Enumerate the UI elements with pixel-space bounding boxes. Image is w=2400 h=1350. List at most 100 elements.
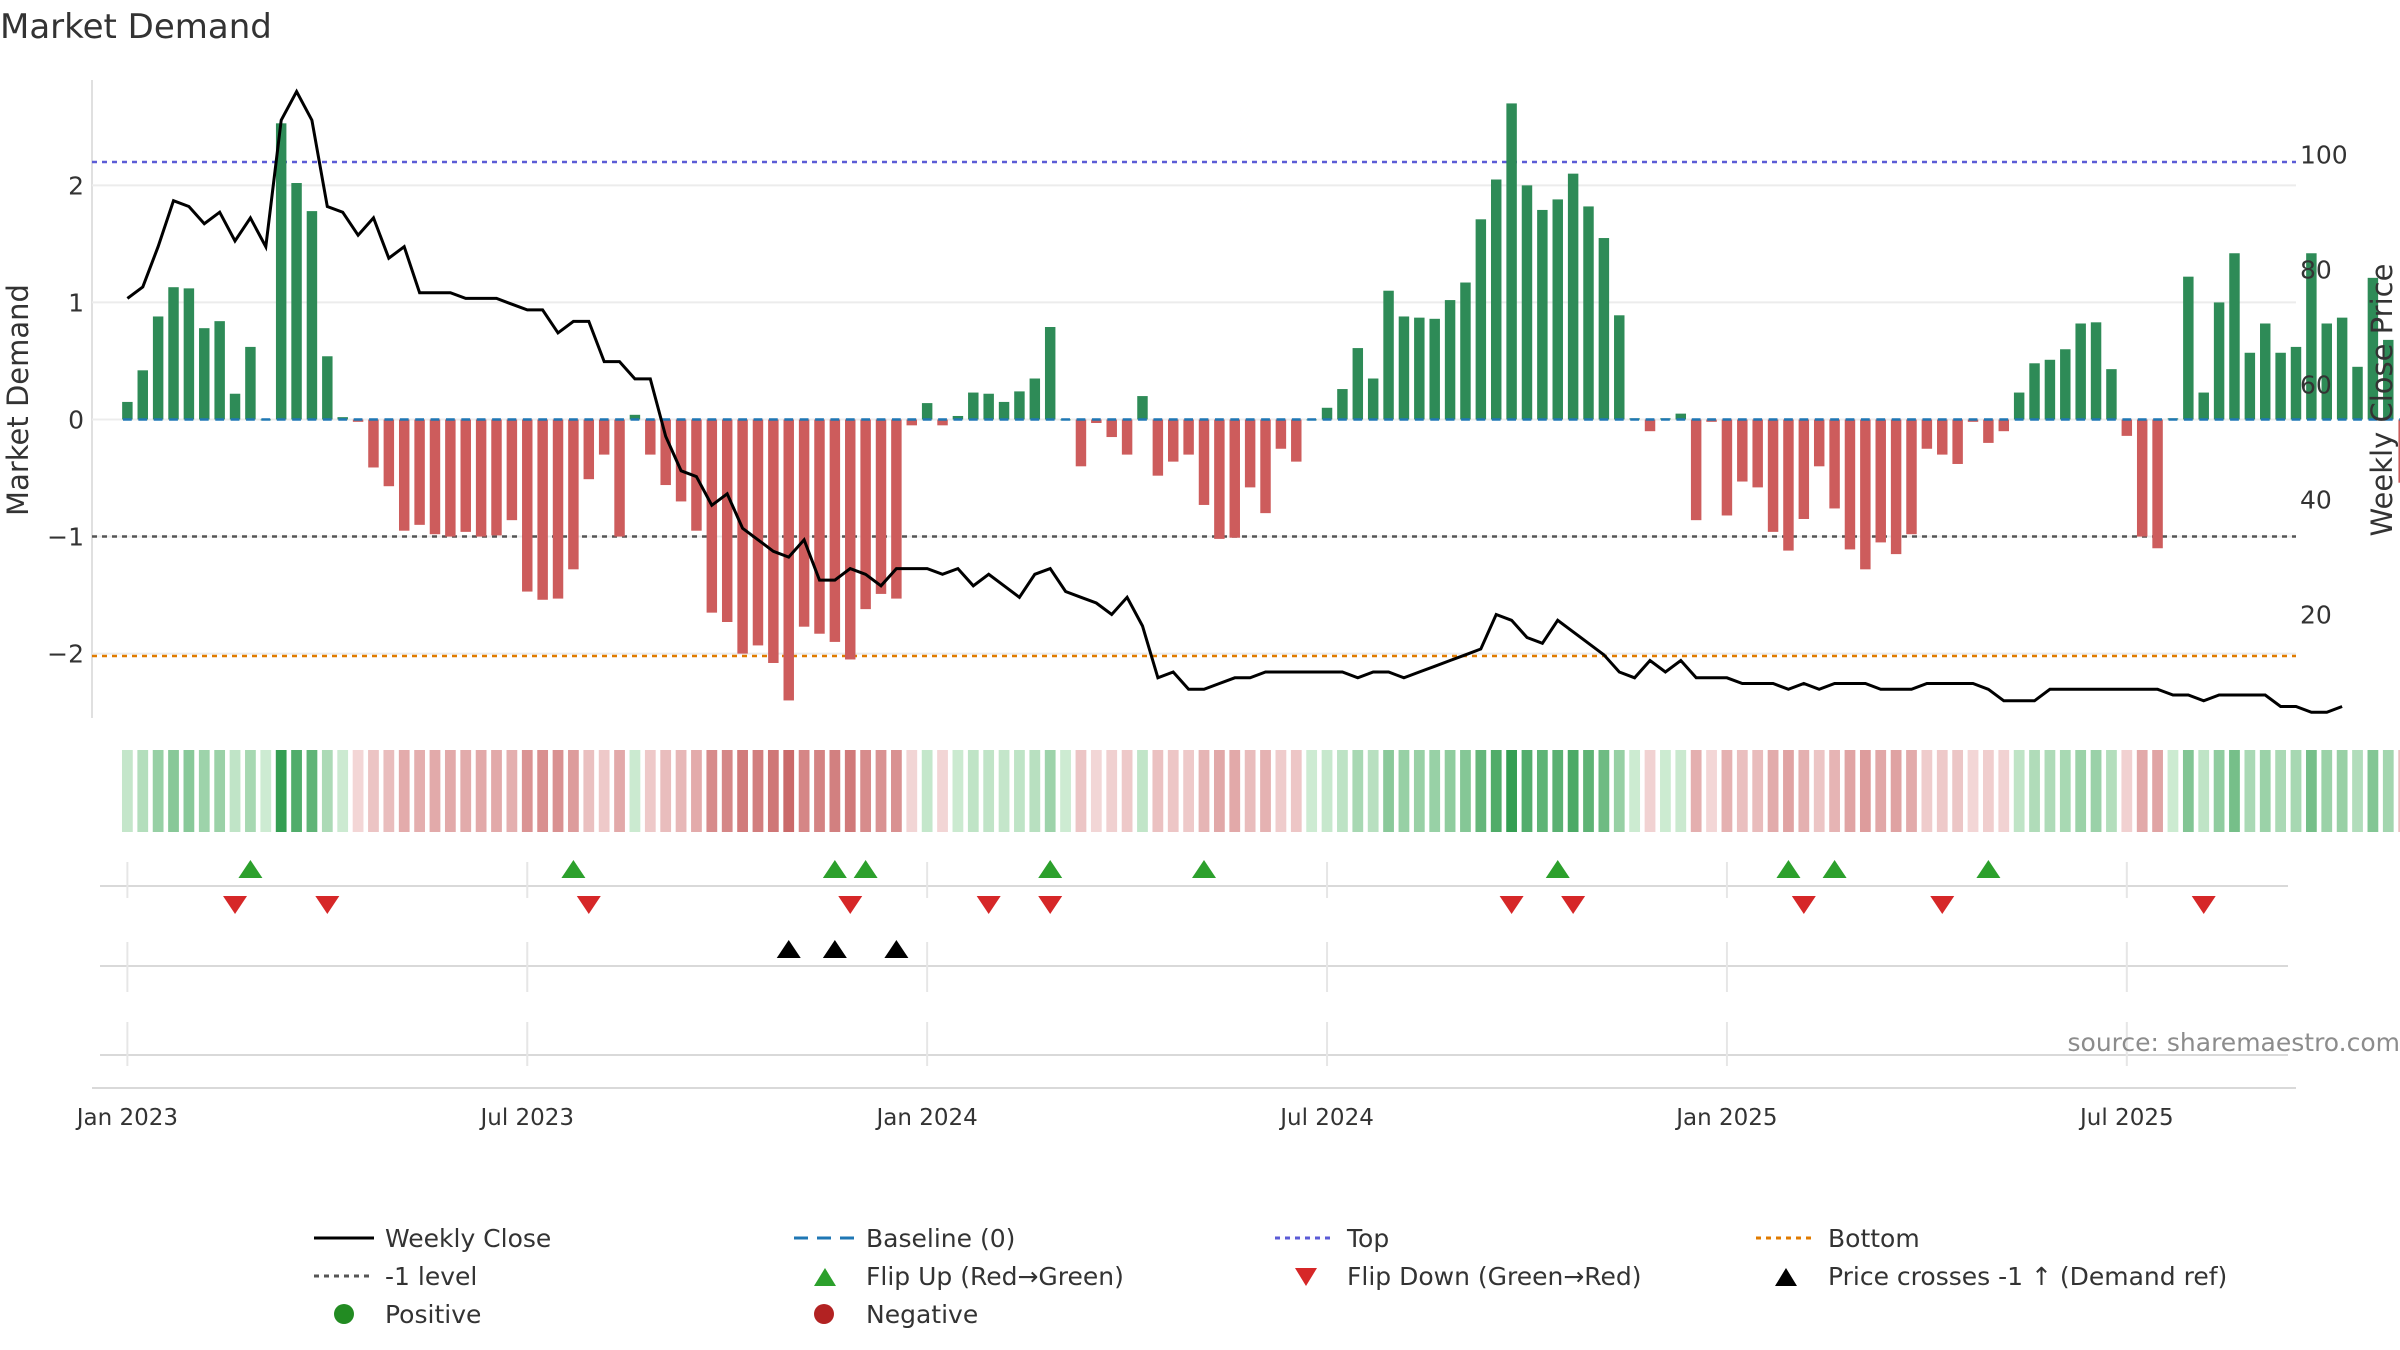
heat-cell: [291, 750, 302, 832]
demand-bar: [829, 419, 841, 642]
heat-cell: [814, 750, 825, 832]
demand-bar: [214, 321, 225, 420]
heat-cell: [629, 750, 641, 832]
heat-cell: [552, 750, 564, 832]
demand-bar: [1537, 209, 1548, 420]
demand-bar: [768, 419, 779, 663]
heat-cell: [844, 750, 856, 832]
demand-bar: [1798, 419, 1810, 519]
demand-bar: [952, 415, 964, 420]
flip-up-icon: [814, 1268, 836, 1286]
heat-cell: [1183, 750, 1194, 832]
heat-cell: [721, 750, 733, 832]
legend-item-baseline: Baseline (0): [794, 1224, 1015, 1253]
demand-bars: [122, 103, 2400, 701]
legend-label: -1 level: [385, 1262, 477, 1291]
flip-down-marker: [315, 896, 340, 914]
demand-bar: [1552, 199, 1563, 420]
flip-down-markers: [223, 896, 2216, 914]
heat-cell: [2182, 750, 2194, 832]
demand-bar: [137, 370, 148, 420]
flip-down-marker: [576, 896, 601, 914]
demand-bar: [1490, 179, 1502, 420]
flip-down-marker: [1930, 896, 1955, 914]
heat-cell: [168, 750, 179, 832]
demand-bar: [368, 419, 379, 468]
heat-cell: [2152, 750, 2163, 832]
demand-bar: [1367, 378, 1379, 420]
heat-cell: [937, 750, 948, 832]
heat-cell: [491, 750, 502, 832]
demand-bar: [537, 419, 548, 600]
x-tick-label: Jan 2024: [874, 1105, 977, 1131]
demand-bar: [1183, 419, 1194, 455]
heat-cell: [414, 750, 425, 832]
heat-cell: [245, 750, 256, 832]
heat-cell: [1137, 750, 1148, 832]
heat-cell: [752, 750, 764, 832]
flip-up-marker: [1822, 860, 1847, 878]
demand-bar: [152, 316, 164, 420]
flip-down-marker: [223, 896, 248, 914]
heat-cell: [1906, 750, 1917, 832]
demand-bar: [1244, 419, 1256, 488]
heat-cell: [1844, 750, 1856, 832]
demand-bar: [2183, 276, 2194, 420]
heat-cell: [2275, 750, 2287, 832]
demand-bar: [2367, 277, 2379, 420]
heat-cell: [137, 750, 149, 832]
demand-bar: [2029, 363, 2040, 420]
heat-cell: [2352, 750, 2363, 832]
y-axis-label: Market Demand: [1, 284, 35, 516]
heat-cell: [306, 750, 318, 832]
price-cross-marker: [776, 940, 801, 958]
heat-cell: [121, 750, 133, 832]
demand-bar: [1275, 419, 1287, 449]
demand-bar: [1567, 173, 1579, 420]
price-cross-icon: [1775, 1268, 1797, 1286]
heat-cell: [368, 750, 379, 832]
demand-bar: [552, 419, 564, 599]
demand-bar: [1952, 419, 1963, 464]
x-tick-label: Jan 2025: [1674, 1105, 1777, 1131]
heat-cell: [2059, 750, 2071, 832]
price-cross-marker: [884, 940, 909, 958]
flip-up-marker: [238, 860, 263, 878]
demand-bar: [983, 393, 994, 420]
flip-down-marker: [2191, 896, 2216, 914]
heat-cell: [1798, 750, 1810, 832]
demand-bar: [1583, 206, 1594, 420]
heat-cell: [2013, 750, 2025, 832]
demand-bar: [1398, 316, 1410, 420]
demand-bar: [845, 419, 856, 660]
demand-bar: [860, 419, 871, 610]
heat-cell: [952, 750, 964, 832]
heat-cell: [1490, 750, 1502, 832]
heat-cell: [2198, 750, 2210, 832]
heat-cell: [2305, 750, 2317, 832]
demand-bar: [568, 419, 579, 570]
heat-cell: [675, 750, 687, 832]
demand-bar: [1998, 419, 2010, 432]
demand-bar: [814, 419, 825, 634]
y-tick-label: 2: [68, 171, 84, 200]
heat-cell: [2321, 750, 2333, 832]
heat-cell: [475, 750, 487, 832]
x-tick-label: Jan 2023: [75, 1105, 178, 1131]
heat-cell: [1213, 750, 1225, 832]
demand-bar: [906, 419, 918, 426]
demand-bar: [1767, 419, 1779, 532]
heat-cell: [1198, 750, 1210, 832]
demand-bar: [2321, 323, 2332, 420]
event-tracks: Jan 2023 Jul 2023 Jan 2024 Jul 2024 Jan 2025…: [75, 860, 2296, 1131]
flip-down-marker: [976, 896, 1001, 914]
heat-cell: [1521, 750, 1533, 832]
demand-bar: [1091, 419, 1102, 423]
demand-bar: [1260, 419, 1271, 514]
y2-tick-label: 20: [2300, 601, 2332, 630]
heat-cell: [1075, 750, 1087, 832]
heat-cell: [1444, 750, 1456, 832]
flip-up-marker: [561, 860, 586, 878]
heat-cell: [614, 750, 625, 832]
demand-bar: [506, 419, 518, 521]
